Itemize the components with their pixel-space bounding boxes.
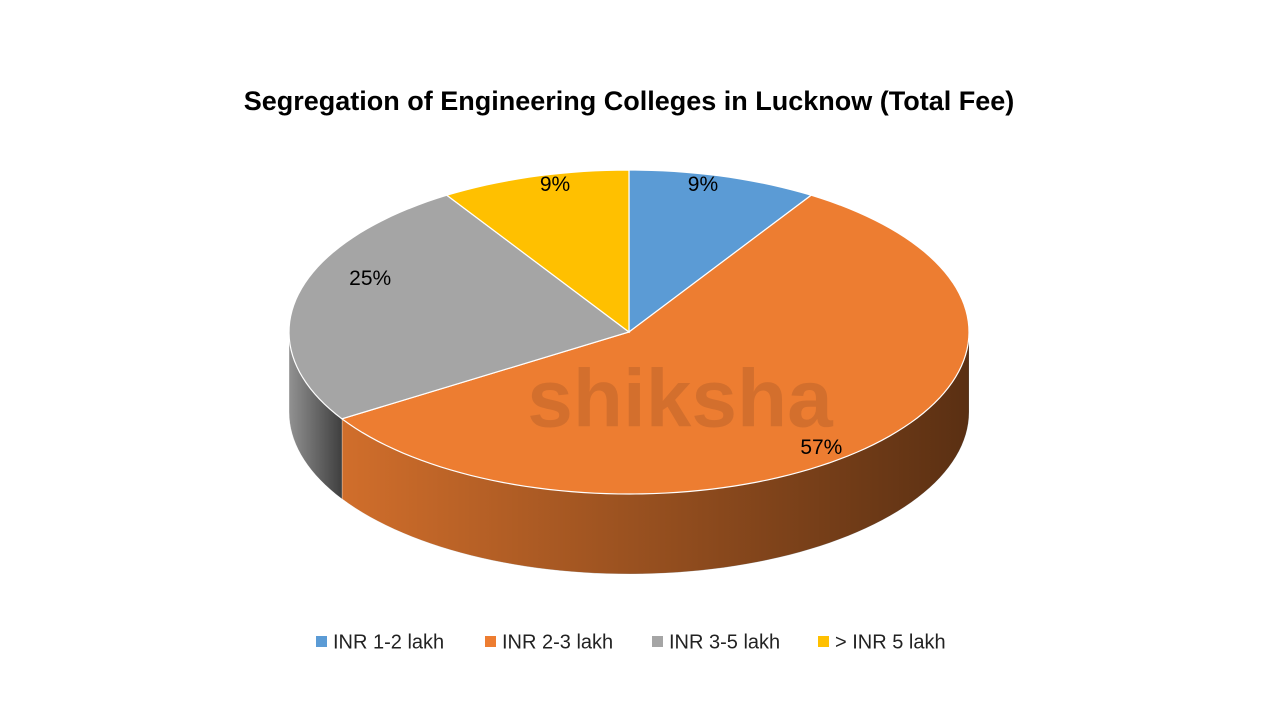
watermark: shiksha — [527, 354, 834, 445]
side-shade — [289, 332, 342, 499]
legend-swatch — [652, 636, 663, 647]
legend-swatch — [485, 636, 496, 647]
side-shade — [341, 332, 970, 574]
legend-swatch — [316, 636, 327, 647]
data-label: 57% — [800, 436, 842, 459]
legend-label: INR 1-2 lakh — [333, 631, 444, 653]
chart-title: Segregation of Engineering Colleges in L… — [244, 86, 1015, 116]
legend-label: > INR 5 lakh — [835, 631, 946, 653]
legend-label: INR 3-5 lakh — [669, 631, 780, 653]
data-label: 25% — [349, 267, 391, 290]
data-label: 9% — [688, 173, 718, 196]
data-label: 9% — [540, 173, 570, 196]
slice — [628, 169, 813, 334]
slice — [445, 169, 630, 334]
legend-label: INR 2-3 lakh — [502, 631, 613, 653]
slice — [340, 194, 970, 495]
slice — [288, 194, 631, 420]
legend-swatch — [818, 636, 829, 647]
